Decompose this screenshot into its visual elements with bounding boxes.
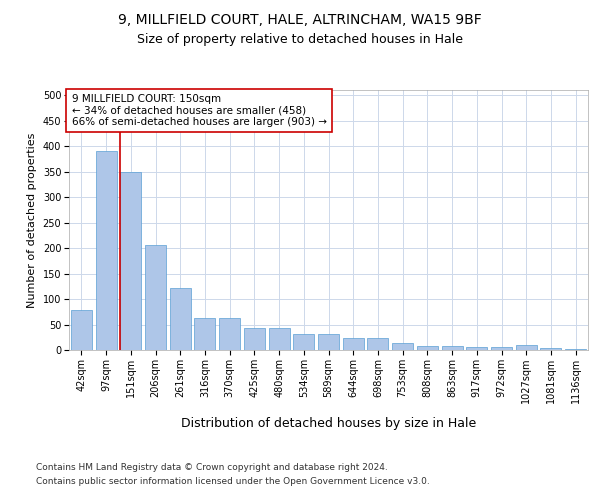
Text: Distribution of detached houses by size in Hale: Distribution of detached houses by size … [181,418,476,430]
Text: Contains public sector information licensed under the Open Government Licence v3: Contains public sector information licen… [36,478,430,486]
Bar [516,345,537,350]
Bar [343,338,364,350]
Bar [367,338,388,350]
Bar [194,318,215,350]
Text: 9, MILLFIELD COURT, HALE, ALTRINCHAM, WA15 9BF: 9, MILLFIELD COURT, HALE, ALTRINCHAM, WA… [118,12,482,26]
Y-axis label: Number of detached properties: Number of detached properties [27,132,37,308]
Text: 9 MILLFIELD COURT: 150sqm
← 34% of detached houses are smaller (458)
66% of semi: 9 MILLFIELD COURT: 150sqm ← 34% of detac… [71,94,326,127]
Bar [392,344,413,350]
Bar [170,288,191,350]
Bar [417,346,438,350]
Bar [442,346,463,350]
Bar [219,318,240,350]
Bar [244,328,265,350]
Text: Contains HM Land Registry data © Crown copyright and database right 2024.: Contains HM Land Registry data © Crown c… [36,462,388,471]
Bar [491,347,512,350]
Bar [120,172,141,350]
Bar [318,334,339,350]
Bar [95,151,116,350]
Bar [293,334,314,350]
Bar [145,246,166,350]
Bar [541,348,562,350]
Bar [466,347,487,350]
Bar [269,328,290,350]
Bar [71,310,92,350]
Text: Size of property relative to detached houses in Hale: Size of property relative to detached ho… [137,32,463,46]
Bar [565,349,586,350]
